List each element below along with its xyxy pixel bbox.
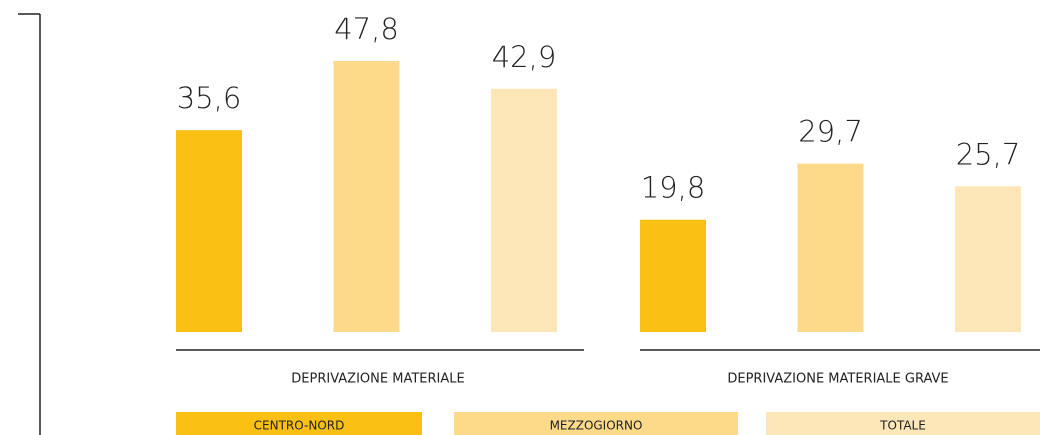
legend-swatch (766, 412, 1040, 435)
bar (797, 163, 864, 332)
legend-label: CENTRO-NORD (254, 419, 345, 433)
value-label: 25,7 (956, 137, 1021, 171)
value-label: 35,6 (177, 81, 242, 115)
category-label: DEPRIVAZIONE MATERIALE GRAVE (727, 372, 948, 387)
bar (640, 219, 706, 332)
bar (333, 60, 400, 332)
value-label: 29,7 (798, 115, 863, 149)
bar (176, 130, 242, 332)
value-label: 19,8 (641, 171, 706, 205)
legend-swatch (454, 412, 738, 435)
legend-label: MEZZOGIORNO (550, 419, 643, 433)
bar (955, 186, 1021, 332)
category-label: DEPRIVAZIONE MATERIALE (291, 372, 464, 387)
value-label: 42,9 (492, 40, 557, 74)
legend-label: TOTALE (879, 419, 926, 433)
bar (491, 88, 557, 332)
value-label: 47,8 (334, 12, 399, 46)
legend-swatch (176, 412, 422, 435)
